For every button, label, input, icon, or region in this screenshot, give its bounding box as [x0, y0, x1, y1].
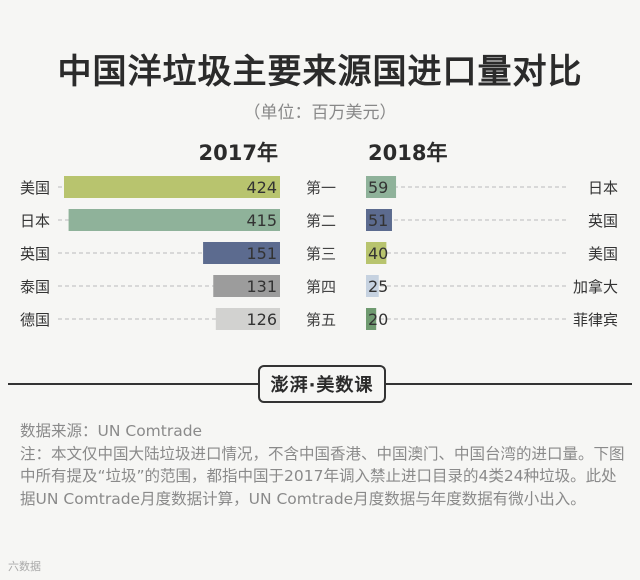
- right-value-label: 59: [368, 178, 388, 197]
- right-category-label: 日本: [588, 179, 618, 197]
- right-bar: [366, 308, 377, 330]
- right-panel-title: 2018年: [368, 141, 447, 165]
- notes-block: 数据来源：UN Comtrade 注：本文仅中国大陆垃圾进口情况，不含中国香港、…: [20, 420, 625, 510]
- brand-text: 澎湃·美数课: [270, 375, 374, 396]
- left-bar: [64, 176, 280, 198]
- right-bar: [366, 275, 379, 297]
- right-category-label: 加拿大: [573, 278, 618, 296]
- left-bar: [68, 209, 281, 231]
- right-bar: [366, 242, 387, 264]
- rank-label: 第一: [306, 179, 336, 197]
- data-source: 数据来源：UN Comtrade: [20, 422, 203, 440]
- left-value-label: 424: [246, 178, 277, 197]
- watermark: 六数据: [8, 560, 41, 573]
- right-value-label: 20: [368, 310, 388, 329]
- left-category-label: 德国: [20, 311, 50, 329]
- rank-label: 第四: [306, 278, 336, 296]
- left-bar: [213, 275, 280, 297]
- divider-left: [8, 383, 260, 385]
- divider-right: [380, 383, 632, 385]
- rank-label: 第二: [306, 212, 336, 230]
- rank-label: 第五: [306, 311, 336, 329]
- left-value-label: 126: [246, 310, 277, 329]
- brand-logo: 澎湃·美数课: [258, 365, 386, 403]
- right-value-label: 51: [368, 211, 388, 230]
- right-value-label: 40: [368, 244, 388, 263]
- left-value-label: 151: [246, 244, 277, 263]
- footnote: 注：本文仅中国大陆垃圾进口情况，不含中国香港、中国澳门、中国台湾的进口量。下图中…: [20, 444, 625, 508]
- right-category-label: 美国: [588, 245, 618, 263]
- chart-title: 中国洋垃圾主要来源国进口量对比: [57, 52, 583, 92]
- left-value-label: 415: [246, 211, 277, 230]
- right-value-label: 25: [368, 277, 388, 296]
- left-category-label: 泰国: [20, 278, 50, 296]
- right-category-label: 英国: [588, 212, 618, 230]
- left-category-label: 日本: [20, 212, 50, 230]
- left-category-label: 美国: [20, 179, 50, 197]
- right-bar: [366, 176, 397, 198]
- right-bar: [366, 209, 392, 231]
- left-bar: [203, 242, 280, 264]
- rank-label: 第三: [306, 245, 336, 263]
- left-value-label: 131: [246, 277, 277, 296]
- left-panel-title: 2017年: [199, 141, 278, 165]
- left-bar: [215, 308, 280, 330]
- unit-subtitle: （单位：百万美元）: [243, 103, 397, 123]
- right-category-label: 菲律宾: [573, 311, 618, 329]
- left-category-label: 英国: [20, 245, 50, 263]
